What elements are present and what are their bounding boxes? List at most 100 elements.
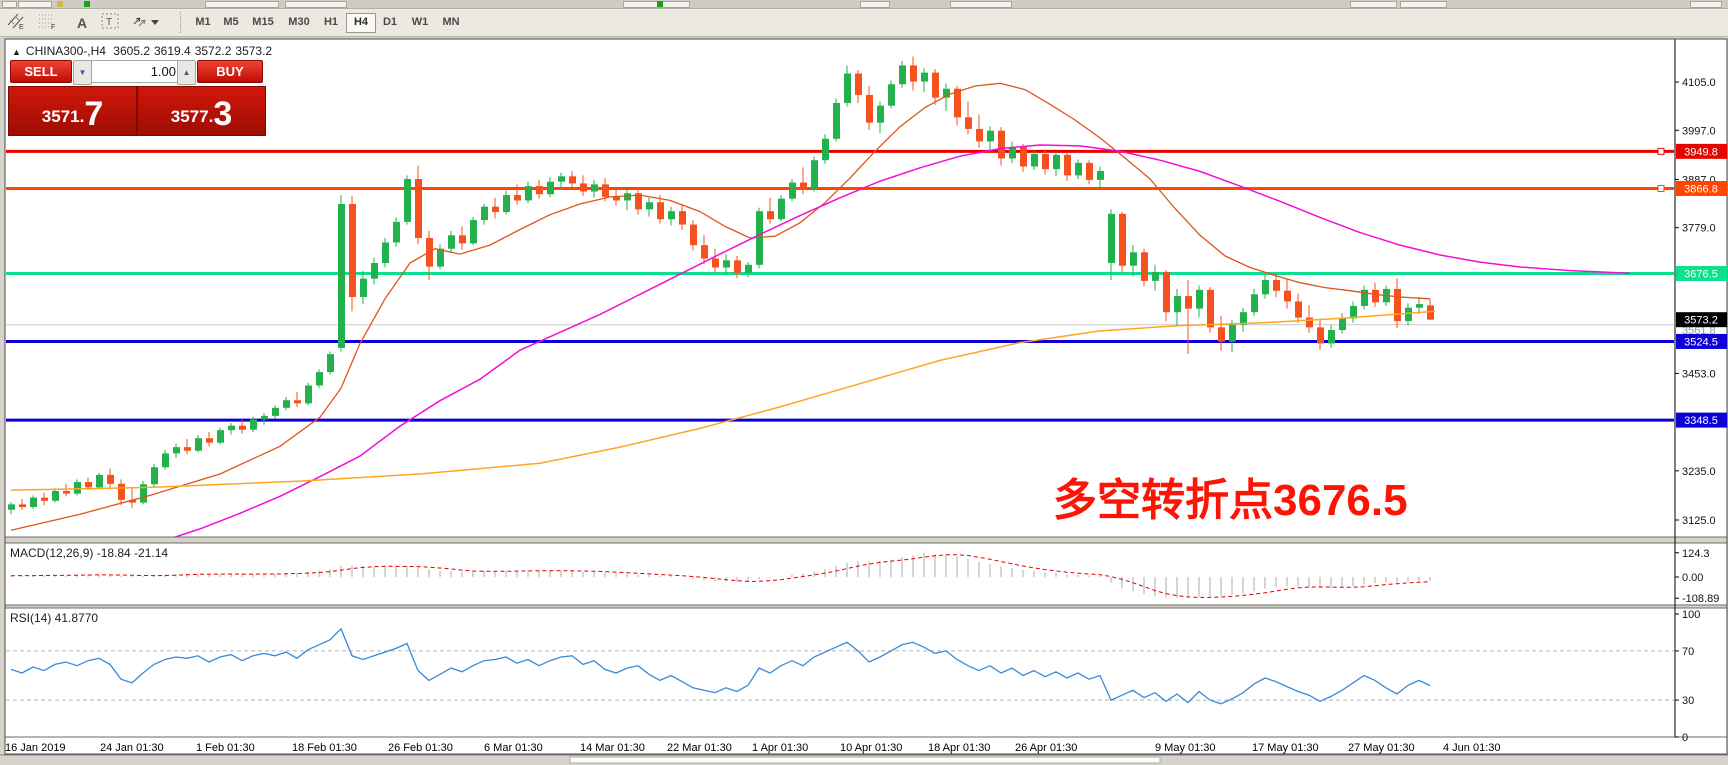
candle-body — [1152, 271, 1159, 281]
candle-body — [624, 193, 631, 201]
candle-body — [976, 128, 983, 142]
main-plot — [6, 56, 1674, 537]
timeframe-H1[interactable]: H1 — [323, 16, 339, 28]
volume-increase-button[interactable]: ▲ — [177, 60, 196, 85]
time-label: 22 Mar 01:30 — [667, 742, 732, 754]
line-handle[interactable] — [1657, 184, 1665, 192]
volume-input[interactable]: 1.00 — [91, 60, 183, 83]
line-handle[interactable] — [1657, 147, 1665, 155]
sell-button[interactable]: SELL — [10, 60, 72, 83]
candle-body — [481, 206, 488, 221]
timeframe-W1[interactable]: W1 — [411, 16, 429, 28]
price-badge — [1676, 312, 1727, 328]
sell-price-box[interactable]: 3571. 7 — [8, 86, 137, 136]
price-badge-text: 3949.8 — [1684, 146, 1718, 158]
candle-body — [943, 88, 950, 98]
candle-body — [52, 490, 59, 501]
candle-body — [613, 196, 620, 201]
mini-button[interactable] — [18, 1, 52, 8]
macd-panel — [10, 552, 1431, 599]
candle-body — [1031, 153, 1038, 167]
mini-button[interactable] — [1690, 1, 1722, 8]
price-label: 3779.0 — [1682, 223, 1716, 235]
fast-ma — [10, 82, 1431, 531]
candle-body — [1295, 301, 1302, 318]
candle-body — [239, 425, 246, 430]
candle-body — [1020, 146, 1027, 167]
text-icon[interactable]: A — [76, 14, 88, 31]
buy-price-box[interactable]: 3577. 3 — [137, 86, 266, 136]
yellow-icon[interactable] — [57, 1, 63, 7]
candle-body — [701, 245, 708, 259]
svg-text:F: F — [51, 24, 55, 30]
timeframe-M5[interactable]: M5 — [223, 16, 239, 28]
collapse-triangle-icon[interactable]: ▲ — [12, 47, 21, 57]
candle-body — [1339, 318, 1346, 331]
mini-field[interactable] — [623, 1, 690, 8]
buy-button[interactable]: BUY — [197, 60, 263, 83]
timeframe-D1[interactable]: D1 — [382, 16, 398, 28]
candle-body — [305, 385, 312, 404]
fibonacci-icon[interactable]: F — [38, 12, 62, 33]
price-badge — [1676, 412, 1727, 428]
candle-body — [591, 184, 598, 192]
arrows-icon[interactable] — [130, 12, 159, 33]
candle-body — [1427, 305, 1434, 320]
candle-body — [140, 484, 147, 503]
candle-body — [580, 183, 587, 192]
mini-field[interactable] — [950, 1, 1012, 8]
candle-body — [250, 419, 257, 430]
candle-body — [987, 130, 994, 142]
candle-body — [679, 211, 686, 225]
splitter[interactable] — [5, 604, 1727, 609]
candle-body — [712, 258, 719, 268]
candle-body — [272, 407, 279, 416]
candle-body — [206, 438, 213, 443]
chart-annotation-text[interactable]: 多空转折点3676.5 — [1053, 476, 1408, 525]
mini-button[interactable] — [1400, 1, 1447, 8]
candle-body — [668, 211, 675, 220]
candle-body — [393, 221, 400, 243]
time-label: 1 Feb 01:30 — [196, 742, 255, 754]
time-label: 10 Apr 01:30 — [840, 742, 902, 754]
timeframe-MN[interactable]: MN — [442, 16, 460, 28]
candle-body — [228, 425, 235, 431]
mini-button[interactable] — [2, 1, 17, 8]
green-icon[interactable] — [657, 1, 663, 7]
bottom-inset[interactable] — [569, 756, 1161, 764]
mini-button[interactable] — [860, 1, 890, 8]
volume-decrease-button[interactable]: ▼ — [73, 60, 92, 85]
text-label-icon[interactable]: T — [100, 12, 124, 33]
timeframe-H4[interactable]: H4 — [346, 13, 376, 33]
chart-header: ▲ CHINA300-,H4 3605.2 3619.4 3572.2 3573.2 — [12, 44, 276, 58]
candle-body — [283, 400, 290, 408]
symbol-period: CHINA300-,H4 — [25, 44, 106, 58]
splitter[interactable] — [5, 537, 1727, 543]
mini-button[interactable] — [205, 1, 279, 8]
time-label: 27 May 01:30 — [1348, 742, 1415, 754]
time-label: 26 Apr 01:30 — [1015, 742, 1077, 754]
price-badge — [1676, 143, 1727, 159]
time-label: 4 Jun 01:30 — [1443, 742, 1501, 754]
candle-body — [404, 178, 411, 222]
cutoff-toolbar-strip — [0, 0, 1728, 9]
macd-signal-line — [10, 554, 1431, 598]
time-label: 26 Feb 01:30 — [388, 742, 453, 754]
svg-text:T: T — [106, 17, 112, 28]
mini-button[interactable] — [1350, 1, 1397, 8]
drawing-toolbar: E F A T M1 M5 M15 M30 H1 H4 D1 W1 MN — [0, 9, 1728, 37]
timeframe-M15[interactable]: M15 — [252, 16, 274, 28]
time-label: 18 Apr 01:30 — [928, 742, 990, 754]
timeframe-M1[interactable]: M1 — [195, 16, 211, 28]
candle-body — [899, 65, 906, 85]
candle-body — [833, 103, 840, 139]
candle-body — [734, 260, 741, 273]
candle-body — [448, 235, 455, 249]
equidistant-channel-icon[interactable]: E — [6, 12, 30, 33]
green-icon[interactable] — [84, 1, 90, 7]
candle-body — [1097, 170, 1104, 180]
candle-body — [767, 211, 774, 220]
mini-button[interactable] — [285, 1, 347, 8]
timeframe-M30[interactable]: M30 — [288, 16, 310, 28]
ohlc-close: 3573.2 — [235, 44, 273, 58]
